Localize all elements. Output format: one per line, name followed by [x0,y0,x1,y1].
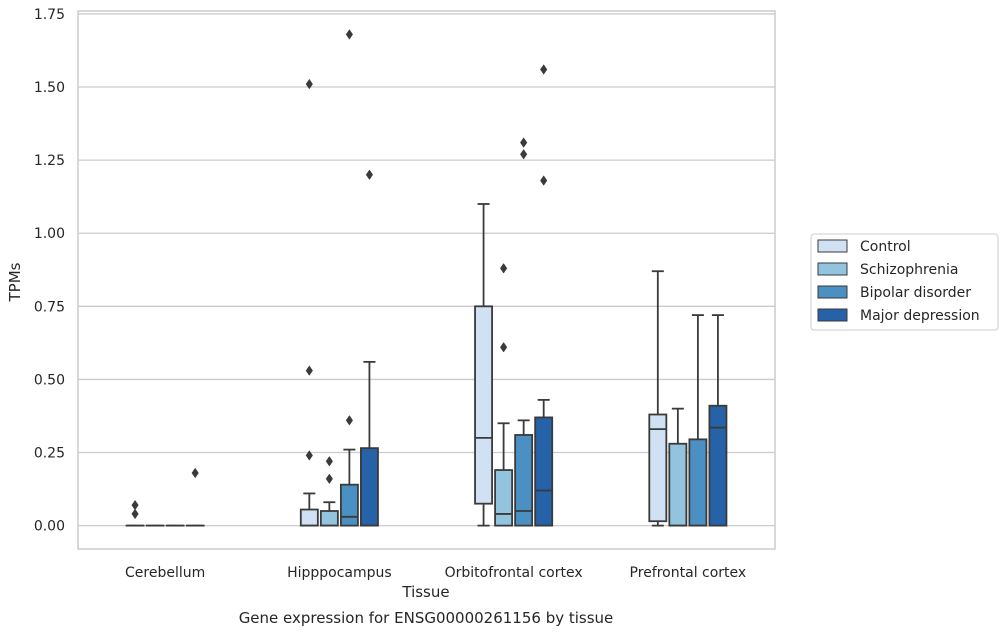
legend-swatch [817,262,848,276]
y-tick-label: 0.50 [34,372,65,388]
box [708,404,728,527]
outlier-point [305,365,313,376]
legend-frame [810,233,999,331]
x-tick-labels: Cerebellum Hipppocampus Orbitofrontal cort… [125,565,746,581]
legend-swatch [817,308,848,322]
box-group [339,29,359,527]
outlier-point [131,499,139,511]
chart-caption: Gene expression for ENSG00000261156 by t… [239,609,614,627]
outlier-point [305,78,313,90]
box-group [708,314,728,527]
outlier-point [345,29,353,40]
box-group [125,499,145,527]
box-group [648,270,668,527]
box [360,447,379,527]
x-tick-label: Cerebellum [125,565,205,581]
outlier-point [540,64,548,75]
box [534,416,554,527]
legend-swatch [817,285,848,299]
outlier-point [520,137,528,148]
y-tick-label: 1.50 [34,80,65,96]
y-tick-labels: 0.00 0.25 0.50 0.75 1.00 1.25 1.50 1.75 [34,7,65,535]
y-tick-label: 1.75 [34,7,65,23]
box [514,434,534,527]
legend-label: Bipolar disorder [860,285,971,301]
outlier-point [325,473,333,485]
legend-swatch [817,239,848,253]
box-group [360,169,379,527]
box-group [319,456,339,527]
box-group [534,64,554,527]
outlier-point [305,450,313,461]
box [688,438,708,527]
boxes [125,29,728,527]
box-group [474,203,493,527]
box [319,510,339,527]
box [648,413,668,523]
x-tick-label: Prefrontal cortex [630,565,747,581]
y-axis-label: TPMs [6,262,24,302]
box-group [514,137,534,527]
outlier-point [540,175,548,186]
y-tick-label: 0.75 [34,299,65,315]
legend-label: Control [860,239,911,255]
y-tick-label: 0.25 [34,446,65,462]
outlier-point [500,263,508,274]
outlier-point [500,342,508,353]
outlier-point [191,467,199,479]
box [494,469,514,527]
outlier-point [365,169,374,180]
box-group [668,407,688,527]
box-group [688,314,708,527]
box-group [299,78,319,527]
outlier-point [131,508,139,520]
outlier-point [520,149,528,160]
legend: Control Schizophrenia Bipolar disorder Majo… [810,233,999,331]
x-tick-label: Orbitofrontal cortex [445,565,583,581]
outlier-point [325,456,333,467]
box [339,483,359,527]
box [474,305,493,505]
y-tick-label: 1.25 [34,153,65,169]
box [668,442,688,527]
outlier-point [345,415,353,426]
y-tick-label: 0.00 [34,519,65,535]
box-group [494,263,514,527]
box-group [185,467,205,527]
x-axis-label: Tissue [401,583,449,601]
plot-frame [77,10,776,550]
legend-label: Major depression [860,308,980,324]
x-tick-label: Hipppocampus [287,565,392,581]
legend-label: Schizophrenia [860,262,958,278]
grid-lines [78,13,775,527]
y-tick-label: 1.00 [34,226,65,242]
box [299,508,319,527]
